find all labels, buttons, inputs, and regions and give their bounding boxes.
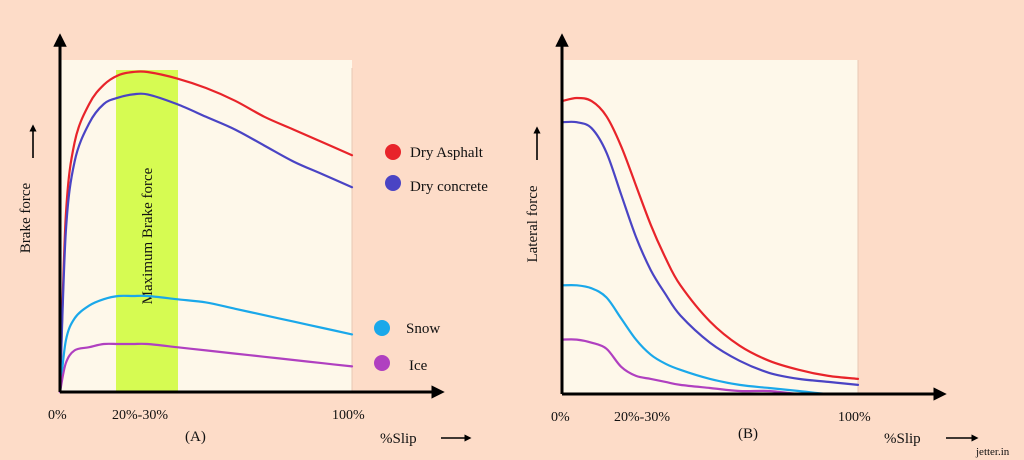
legend-marker-dry-concrete [385,175,401,191]
x-tick-band-a: 20%-30% [112,408,168,423]
series-line-dry-concrete-b [560,120,860,386]
highlight-band [116,70,178,392]
x-axis-label-b: %Slip [884,431,921,447]
highlight-label: Maximum Brake force [140,167,156,304]
y-axis-label-b: Lateral force [525,185,541,262]
legend-marker-dry-asphalt [385,144,401,160]
x-tick-100-a: 100% [332,408,365,423]
x-axis-label-a: %Slip [380,431,417,447]
panel-label-b: (B) [738,426,758,442]
legend-label-dry-concrete: Dry concrete [410,179,488,195]
plot-area-b [562,60,858,394]
series-line-ice-a [58,342,354,394]
legend-label-ice: Ice [409,358,428,374]
panel-label-a: (A) [185,429,206,445]
legend-a: Dry Asphalt Dry concrete Snow Ice [374,144,488,374]
watermark: jetter.in [975,446,1010,458]
series-line-dry-asphalt-a [58,70,354,394]
panel-b: Lateral force 0% 20%-30% 100% (B) %Slip [525,33,979,447]
legend-marker-ice [374,355,390,371]
legend-marker-snow [374,320,390,336]
x-tick-100-b: 100% [838,410,871,425]
x-tick-band-b: 20%-30% [614,410,670,425]
legend-label-dry-asphalt: Dry Asphalt [410,145,484,161]
series-line-dry-concrete-a [58,92,354,394]
plot-area-a [60,60,352,392]
panel-a: Maximum Brake force Brake force 0% 20%-3… [18,33,488,447]
series-line-dry-asphalt-b [560,96,860,380]
series-line-snow-b [560,283,860,396]
x-tick-0-b: 0% [551,410,570,425]
legend-label-snow: Snow [406,321,440,337]
y-axis-label-a: Brake force [18,182,34,253]
series-group-a [58,70,354,394]
x-tick-0-a: 0% [48,408,67,423]
series-line-snow-a [58,294,354,394]
